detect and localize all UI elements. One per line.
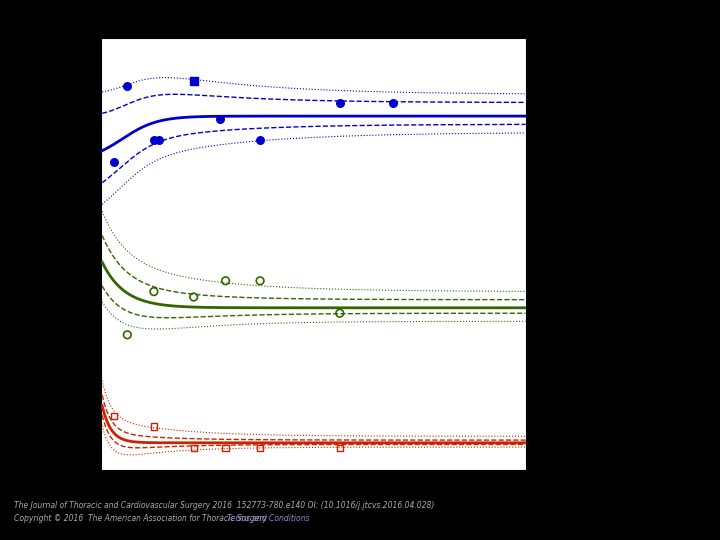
Text: None/Trace: None/Trace	[528, 117, 590, 126]
Point	[148, 287, 160, 296]
Point	[122, 82, 133, 91]
Point	[254, 276, 266, 285]
Text: Terms and Conditions: Terms and Conditions	[227, 514, 310, 523]
Text: Copyright © 2016  The American Association for Thoracic Surgery: Copyright © 2016 The American Associatio…	[14, 514, 270, 523]
Text: Mild: Mild	[528, 300, 552, 310]
Point	[220, 276, 231, 285]
Point	[188, 77, 199, 85]
X-axis label: Patient Sequence Number: Patient Sequence Number	[231, 495, 395, 508]
Point	[387, 98, 399, 107]
Point	[148, 136, 160, 145]
Point	[215, 114, 226, 123]
Point	[108, 158, 120, 166]
Point	[334, 309, 346, 318]
Point	[108, 411, 120, 420]
Text: The Journal of Thoracic and Cardiovascular Surgery 2016  152773-780.e140 OI: (10: The Journal of Thoracic and Cardiovascul…	[14, 501, 435, 510]
Point	[334, 98, 346, 107]
Point	[188, 444, 199, 453]
Point	[122, 330, 133, 339]
Point	[254, 444, 266, 453]
Text: Figure 6: Figure 6	[332, 19, 388, 33]
Y-axis label: Percent in each Paravalvular AR Grade: Percent in each Paravalvular AR Grade	[60, 133, 73, 375]
Text: ≥ Moderate: ≥ Moderate	[528, 435, 594, 445]
Point	[153, 136, 165, 145]
Point	[188, 293, 199, 301]
Point	[334, 444, 346, 453]
Point	[254, 136, 266, 145]
Point	[220, 444, 231, 453]
Point	[148, 422, 160, 431]
